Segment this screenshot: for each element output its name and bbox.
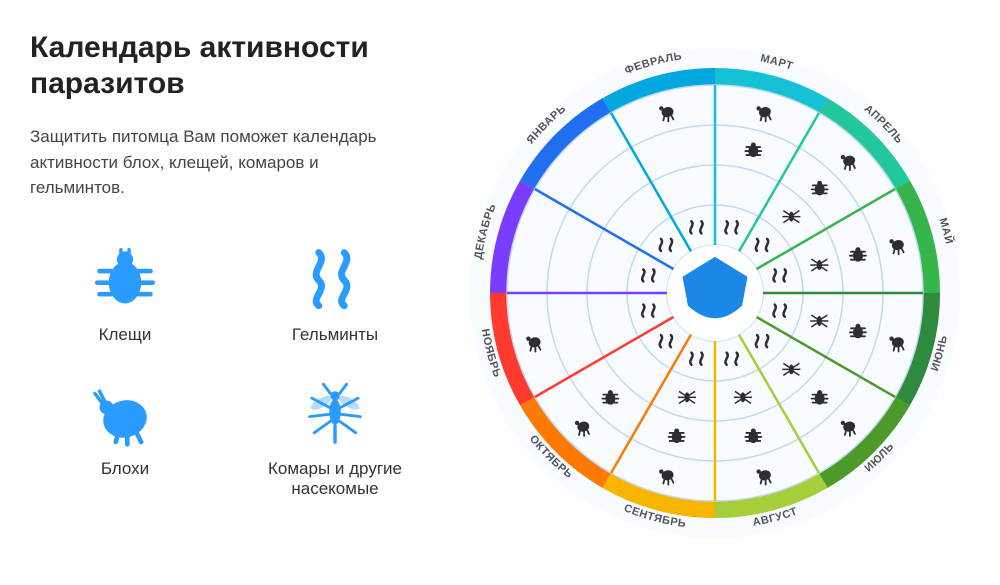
flea-icon (88, 375, 162, 449)
legend-label: Клещи (99, 325, 152, 345)
legend-item-helminths: Гельминты (240, 241, 430, 345)
parasite-calendar-wheel: ЯНВАРЬФЕВРАЛЬМАРТАПРЕЛЬМАЙИЮНЬИЮЛЬАВГУСТ… (455, 33, 975, 553)
helminth-icon (298, 241, 372, 315)
legend-item-mosquitoes: Комары и другие насекомые (240, 375, 430, 499)
legend-item-ticks: Клещи (30, 241, 220, 345)
description: Защитить питомца Вам поможет календарь а… (30, 124, 390, 201)
mosquitoes-icon (782, 363, 800, 375)
mosquitoes-icon (810, 259, 828, 271)
legend-label: Комары и другие насекомые (240, 459, 430, 499)
legend-label: Блохи (101, 459, 149, 479)
legend-item-fleas: Блохи (30, 375, 220, 499)
mosquitoes-icon (810, 314, 828, 326)
mosquitoes-icon (734, 391, 752, 403)
mosquitoes-icon (678, 391, 696, 403)
legend-label: Гельминты (292, 325, 378, 345)
mosquito-icon (298, 375, 372, 449)
mosquitoes-icon (782, 210, 800, 222)
tick-icon (88, 241, 162, 315)
legend: Клещи Гельминты Блохи Комары и другие на… (30, 241, 430, 499)
page-title: Календарь активности паразитов (30, 30, 450, 102)
